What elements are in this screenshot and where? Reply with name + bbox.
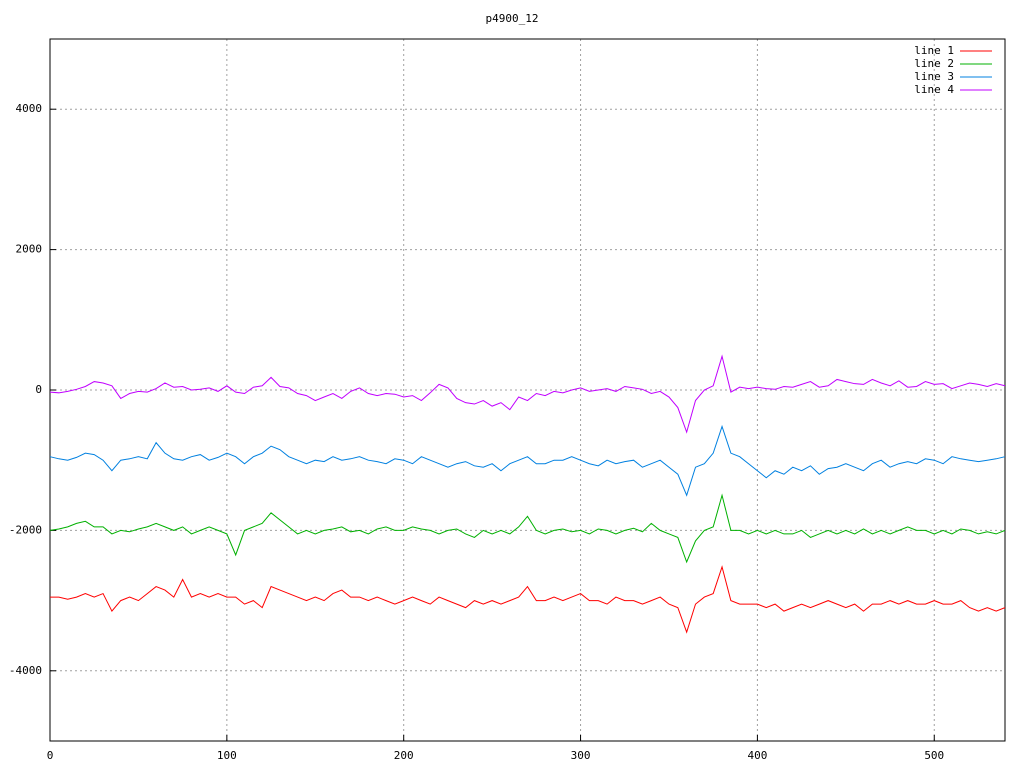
y-tick-label: -4000: [9, 664, 42, 677]
x-tick-label: 500: [924, 749, 944, 762]
x-tick-label: 100: [217, 749, 237, 762]
y-tick-label: 0: [35, 383, 42, 396]
y-tick-label: 4000: [16, 102, 43, 115]
data-line: [50, 565, 1006, 634]
data-line: [49, 354, 1006, 434]
legend-label: line 1: [914, 44, 954, 57]
y-tick-label: -2000: [9, 523, 42, 536]
legend-label: line 2: [914, 57, 954, 70]
x-tick-label: 200: [394, 749, 414, 762]
legend-label: line 4: [914, 83, 954, 96]
plot-frame: [49, 38, 1006, 742]
legend-label: line 3: [914, 70, 954, 83]
x-tick-label: 300: [571, 749, 591, 762]
data-line: [49, 493, 1006, 564]
data-line: [49, 424, 1006, 497]
x-tick-label: 0: [47, 749, 54, 762]
x-tick-label: 400: [747, 749, 767, 762]
y-tick-label: 2000: [16, 243, 43, 256]
chart-title: p4900_12: [486, 12, 539, 25]
